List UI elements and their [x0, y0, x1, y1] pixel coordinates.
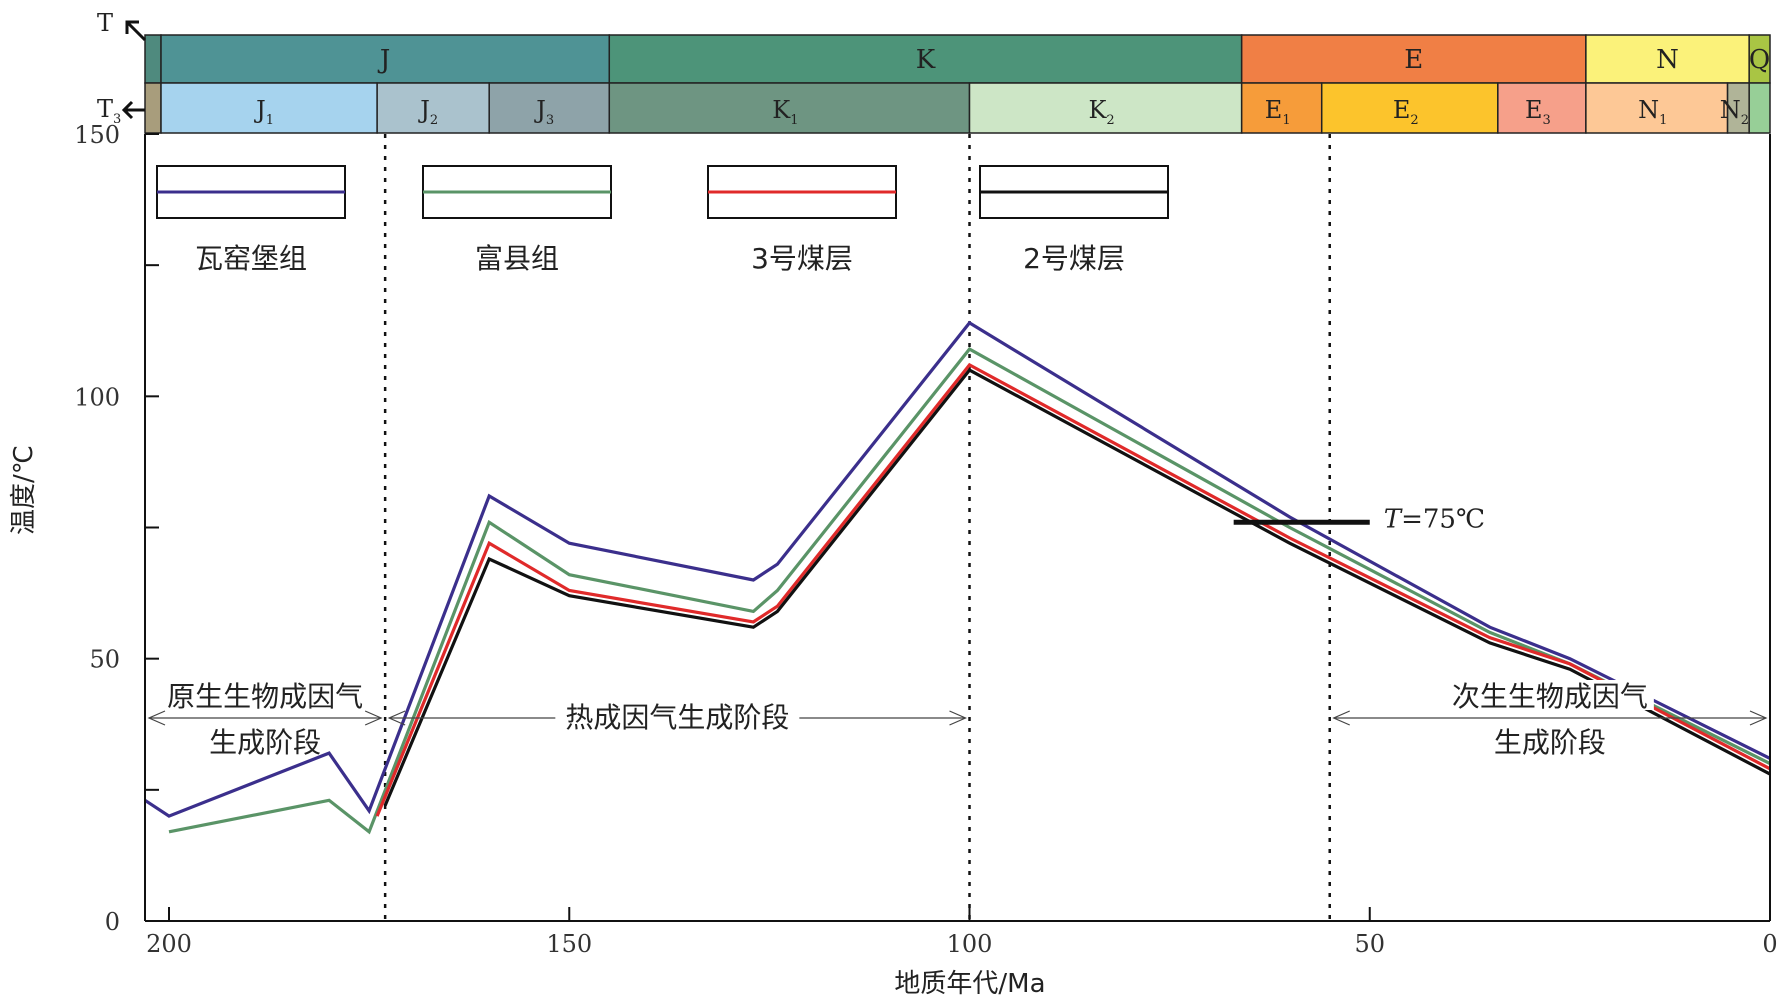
geologic-timescale: J K E N Q J1 J2 J3 K1 K2 E1 E2 E3 N1 N2 — [144, 34, 1771, 134]
stage-arrow-2-head-right — [1749, 710, 1768, 726]
legend-label-3: 2号煤层 — [1023, 242, 1125, 275]
epoch-label-E1: E1 — [1265, 96, 1291, 128]
epoch-cell-K2 — [968, 82, 1243, 134]
x-tick-label-0: 0 — [1762, 930, 1777, 958]
epoch-cell-J1 — [160, 82, 378, 134]
axes — [144, 133, 1771, 922]
x-tick-label-150: 150 — [546, 930, 592, 958]
y-tick-label-100: 100 — [74, 383, 120, 411]
series-lines — [144, 320, 1771, 835]
stage-label-line2-0: 生成阶段 — [209, 726, 321, 759]
row-label-1: T3 — [97, 95, 121, 127]
stage-label-line1-2: 次生生物成因气 — [1452, 680, 1648, 713]
x-tick-label-50: 50 — [1354, 930, 1385, 958]
row-arrowhead-t — [125, 20, 139, 34]
period-cell-K — [608, 34, 1243, 84]
period-cell-E — [1240, 34, 1587, 84]
series-line-3 — [383, 368, 1771, 807]
period-label-Q: Q — [1749, 45, 1770, 75]
y-tick-label-0: 0 — [105, 908, 120, 936]
stage-arrow-0-head-left — [147, 710, 166, 726]
epoch-label-N1: N1 — [1638, 96, 1667, 128]
epoch-label-E3: E3 — [1525, 96, 1551, 128]
y-tick-label-50: 50 — [89, 646, 120, 674]
series-line-0 — [144, 320, 1771, 818]
epoch-cell-E1 — [1240, 82, 1323, 134]
period-cell-blank — [144, 34, 162, 84]
row-arrowhead-t3 — [121, 100, 134, 120]
period-label-N: N — [1656, 45, 1679, 75]
stage-arrow-1-head-left — [387, 710, 406, 726]
row-arrow-t — [125, 20, 147, 42]
period-label-J: J — [377, 45, 390, 75]
stage-label-bg-2 — [1445, 680, 1654, 710]
epoch-cell-blank11 — [1748, 82, 1771, 134]
y-axis-title: 温度/℃ — [9, 445, 39, 535]
series-line-2 — [375, 362, 1771, 817]
threshold-label: T=75℃ — [1384, 504, 1485, 534]
stage-label-bg-1 — [555, 698, 800, 732]
stage-arrow-0-head-right — [364, 710, 383, 726]
threshold-annotation: T=75℃ — [1233, 504, 1485, 534]
timescale-row-labels: T T3 — [97, 9, 147, 127]
y-tick-label-150: 150 — [74, 121, 120, 149]
tick-labels: 200 150 100 50 0 0 50 100 150 — [74, 121, 1777, 958]
stage-label-line2-2: 生成阶段 — [1494, 726, 1606, 759]
epoch-label-J3: J3 — [533, 96, 554, 128]
legend-label-2: 3号煤层 — [751, 242, 853, 275]
legend-label-1: 富县组 — [475, 242, 559, 275]
epoch-label-J2: J2 — [417, 96, 438, 128]
row-label-0: T — [97, 9, 113, 37]
legend-label-0: 瓦窑堡组 — [195, 242, 307, 275]
stage-label-line1-0: 原生生物成因气 — [167, 680, 363, 713]
period-label-E: E — [1404, 45, 1423, 75]
stage-arrow-1-head-right — [949, 710, 968, 726]
epoch-label-E2: E2 — [1393, 96, 1419, 128]
x-tick-label-200: 200 — [146, 930, 192, 958]
epoch-label-J1: J1 — [253, 96, 274, 128]
epoch-label-K2: K2 — [1088, 96, 1114, 128]
x-axis-title: 地质年代/Ma — [894, 969, 1045, 999]
epoch-label-K1: K1 — [772, 96, 798, 128]
series-line-1 — [168, 347, 1771, 835]
stage-label-line1-1: 热成因气生成阶段 — [565, 701, 789, 734]
x-tick-label-100: 100 — [947, 930, 993, 958]
epoch-cell-E2 — [1320, 82, 1499, 134]
period-cell-J — [160, 34, 611, 84]
legend: 瓦窑堡组 富县组 3号煤层 2号煤层 — [156, 165, 1169, 275]
period-label-K: K — [916, 45, 936, 75]
stage-label-bg-0 — [161, 680, 370, 710]
epoch-label-N2: N2 — [1720, 96, 1749, 128]
epoch-cell-K1 — [608, 82, 971, 134]
epoch-cell-blank0 — [144, 82, 162, 134]
stage-arrow-2-head-left — [1332, 710, 1350, 726]
